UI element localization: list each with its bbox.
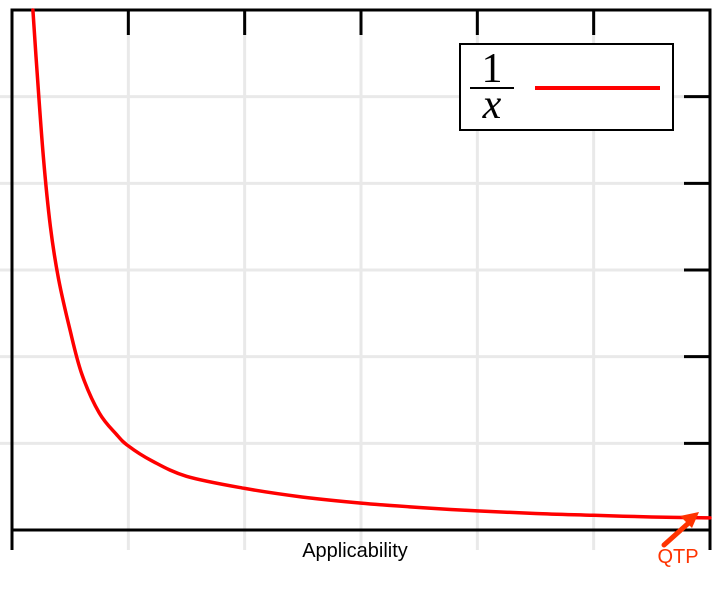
qtp-annotation: QTP (657, 512, 699, 568)
legend-denominator: x (482, 82, 502, 128)
x-axis-label: Applicability (302, 540, 408, 562)
plot-frame (10, 8, 712, 532)
series-line-inverse-x (31, 8, 712, 520)
legend: 1 x (459, 43, 674, 131)
tick-marks (10, 10, 712, 550)
legend-numerator: 1 (482, 46, 503, 92)
qtp-arrow-shaft (661, 517, 695, 548)
qtp-arrow-head (680, 512, 699, 528)
qtp-label: QTP (657, 546, 698, 568)
